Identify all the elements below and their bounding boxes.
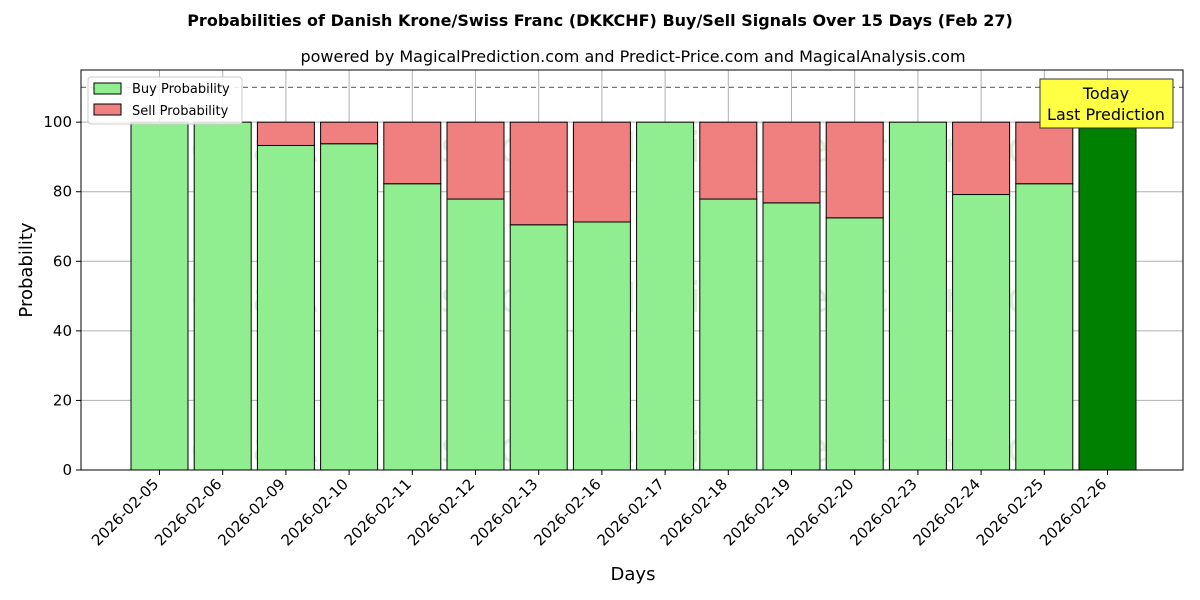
x-tick-label-2: 2026-02-09 — [214, 475, 288, 549]
bar-sell-2026-02-24 — [952, 121, 1011, 196]
y-axis-label: Probability — [16, 222, 37, 317]
legend-swatch-sell — [93, 103, 122, 116]
legend-label-buy: Buy Probability — [132, 82, 230, 97]
legend: Buy Probability Sell Probability — [87, 76, 243, 125]
bar-buy-2026-02-23 — [888, 121, 947, 471]
bar-sell-2026-02-16 — [572, 121, 631, 223]
y-tick-label-5: 100 — [43, 113, 72, 131]
x-tick-label-12: 2026-02-23 — [846, 475, 920, 549]
x-tick-label-0: 2026-02-05 — [88, 475, 162, 549]
bar-sell-2026-02-18 — [699, 121, 758, 200]
x-tick-label-11: 2026-02-20 — [783, 475, 857, 549]
x-tick-label-6: 2026-02-13 — [467, 475, 541, 549]
bar-buy-2026-02-05 — [130, 121, 189, 471]
legend-label-sell: Sell Probability — [132, 104, 229, 119]
plot-frame — [80, 69, 1184, 471]
x-tick-label-15: 2026-02-26 — [1036, 475, 1110, 549]
chart-subtitle: powered by MagicalPrediction.com and Pre… — [300, 47, 965, 66]
today-annotation: Today Last Prediction — [1039, 78, 1174, 129]
x-tick-label-9: 2026-02-18 — [657, 475, 731, 549]
bar-buy-2026-02-06 — [193, 121, 252, 471]
bar-sell-2026-02-11 — [383, 121, 442, 185]
annotation-line2: Last Prediction — [1047, 105, 1165, 124]
bar-buy-2026-02-24 — [952, 194, 1011, 471]
y-tick-label-2: 40 — [53, 322, 72, 340]
legend-swatch-buy — [93, 82, 122, 95]
y-tick-label-0: 0 — [62, 461, 72, 479]
x-axis: 2026-02-052026-02-062026-02-092026-02-10… — [88, 470, 1110, 549]
bar-buy-2026-02-12 — [446, 198, 505, 471]
bar-sell-2026-02-19 — [762, 121, 821, 204]
y-axis: 0 20 40 60 80 100 — [43, 113, 81, 479]
x-tick-label-5: 2026-02-12 — [404, 475, 478, 549]
bar-buy-2026-02-16 — [572, 221, 631, 471]
bar-buy-2026-02-25 — [1015, 183, 1074, 471]
x-tick-label-4: 2026-02-11 — [341, 475, 415, 549]
x-tick-label-10: 2026-02-19 — [720, 475, 794, 549]
bar-buy-2026-02-13 — [509, 224, 568, 471]
bar-buy-2026-02-11 — [383, 183, 442, 471]
x-tick-label-7: 2026-02-16 — [530, 475, 604, 549]
x-tick-label-3: 2026-02-10 — [278, 475, 352, 549]
bar-sell-2026-02-10 — [320, 121, 379, 145]
bar-buy-2026-02-18 — [699, 198, 758, 471]
x-axis-label: Days — [611, 564, 656, 585]
bar-buy-2026-02-19 — [762, 202, 821, 471]
x-tick-label-8: 2026-02-17 — [594, 475, 668, 549]
bar-sell-2026-02-13 — [509, 121, 568, 226]
legend-box — [87, 76, 243, 125]
bar-sell-2026-02-09 — [256, 121, 315, 146]
bar-buy-2026-02-26 — [1078, 121, 1137, 471]
x-tick-label-13: 2026-02-24 — [910, 475, 984, 549]
x-tick-label-14: 2026-02-25 — [973, 475, 1047, 549]
bar-buy-2026-02-10 — [320, 143, 379, 471]
y-tick-label-4: 80 — [53, 183, 72, 201]
y-tick-label-3: 60 — [53, 252, 72, 270]
bars-layer — [130, 121, 1137, 471]
bar-buy-2026-02-17 — [636, 121, 695, 471]
bar-sell-2026-02-12 — [446, 121, 505, 200]
y-tick-label-1: 20 — [53, 391, 72, 409]
annotation-box — [1039, 78, 1174, 129]
bar-buy-2026-02-09 — [256, 144, 315, 471]
annotation-line1: Today — [1082, 84, 1129, 103]
bar-buy-2026-02-20 — [825, 217, 884, 471]
bar-sell-2026-02-25 — [1015, 121, 1074, 185]
bar-sell-2026-02-20 — [825, 121, 884, 219]
x-tick-label-1: 2026-02-06 — [151, 475, 225, 549]
chart-title: Probabilities of Danish Krone/Swiss Fran… — [187, 11, 1013, 30]
